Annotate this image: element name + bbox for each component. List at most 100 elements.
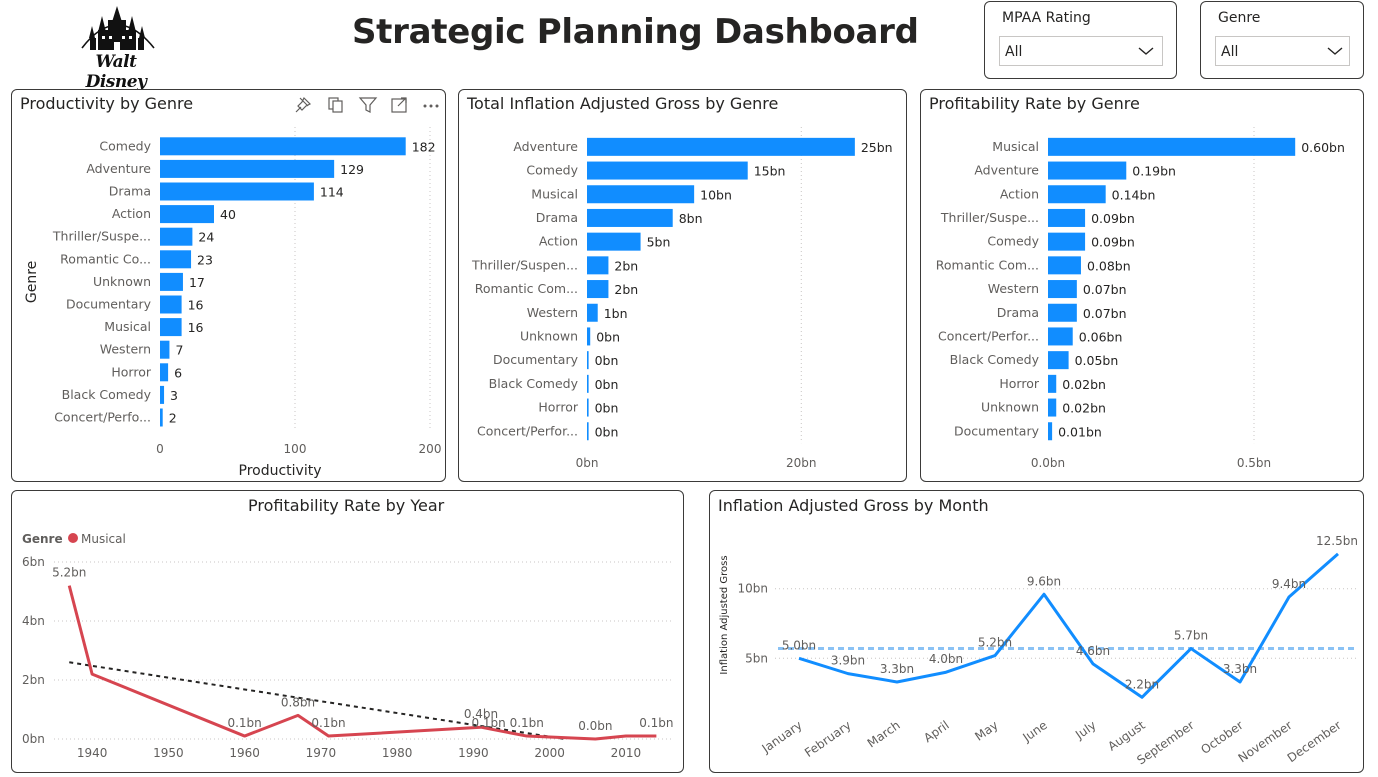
bar [587, 280, 609, 299]
x-tick-label: 20bn [786, 456, 817, 470]
chevron-down-icon [1327, 47, 1343, 55]
data-label: 9.4bn [1272, 577, 1306, 591]
category-label: Comedy [526, 163, 578, 178]
data-label: 0.08bn [1087, 258, 1131, 273]
bar [1048, 232, 1086, 251]
productivity-by-genre-visual[interactable]: Productivity by Genre 0 100 200 Comedy 182 Ad… [11, 89, 446, 482]
bar [160, 408, 163, 427]
slicer-label: Genre [1218, 10, 1261, 26]
data-label: 3.3bn [880, 662, 914, 676]
legend-item: Musical [81, 532, 126, 546]
category-label: Black Comedy [489, 376, 579, 391]
category-label: Documentary [66, 297, 152, 312]
data-label: 24 [198, 230, 214, 245]
bar [587, 256, 609, 275]
filter-icon[interactable] [358, 96, 378, 114]
gross-by-month-visual[interactable]: Inflation Adjusted Gross by Month 5bn 10b… [709, 490, 1364, 773]
profitability-by-year-visual[interactable]: Profitability Rate by Year 0bn 2bn 4bn 6bn 1… [11, 490, 684, 773]
bar [160, 250, 192, 269]
x-tick-label: 1950 [153, 746, 184, 760]
x-tick-label: 1940 [77, 746, 108, 760]
data-label: 25bn [861, 140, 893, 155]
point-label: 0.8bn [281, 695, 315, 709]
genre-dropdown[interactable]: All [1215, 36, 1350, 66]
bar [160, 295, 182, 314]
bar [160, 363, 169, 382]
visual-title: Profitability Rate by Genre [929, 94, 1140, 113]
copy-visual-icon[interactable] [326, 96, 346, 114]
pin-icon[interactable] [294, 96, 314, 114]
category-label: Adventure [513, 139, 578, 154]
data-label: 129 [340, 162, 364, 177]
bar [1048, 280, 1077, 299]
data-label: 2.2bn [1125, 677, 1159, 691]
data-label: 10bn [700, 187, 732, 202]
data-label: 3.3bn [1223, 662, 1257, 676]
category-label: Thriller/Suspe... [52, 229, 151, 244]
gross-month-line-chart: 5bn 10bn Inflation Adjusted Gross 5.0bn 3.9b… [719, 534, 1358, 768]
visual-title: Profitability Rate by Year [248, 496, 445, 515]
bar [587, 208, 673, 227]
data-label: 5.0bn [782, 638, 816, 652]
data-label: 114 [320, 185, 344, 200]
x-tick-label: 0 [156, 442, 164, 456]
point-label: 0.1bn [510, 716, 544, 730]
category-label: Romantic Co... [60, 251, 151, 266]
data-label: 0.19bn [1132, 164, 1176, 179]
x-tick-label: 2010 [611, 746, 642, 760]
x-tick-label: December [1285, 718, 1344, 765]
category-label: Western [988, 281, 1039, 296]
data-label: 2bn [614, 282, 638, 297]
data-label: 9.6bn [1027, 574, 1061, 588]
x-tick-label: 0.0bn [1031, 456, 1065, 470]
gross-by-genre-visual[interactable]: Total Inflation Adjusted Gross by Genre … [458, 89, 907, 482]
category-label: Musical [531, 186, 578, 201]
x-tick-label: 1960 [229, 746, 260, 760]
bar [1048, 256, 1081, 275]
logo-text: Walt Disney [85, 52, 147, 92]
legend-title: Genre [22, 532, 63, 546]
bar [1048, 422, 1053, 441]
y-tick-label: 5bn [745, 651, 768, 665]
bar [1048, 351, 1069, 370]
x-tick-label: 0bn [576, 456, 599, 470]
x-tick-label: April [921, 718, 952, 745]
mpaa-rating-dropdown[interactable]: All [999, 36, 1163, 66]
x-tick-label: June [1019, 718, 1049, 745]
profitability-line-chart: 0bn 2bn 4bn 6bn 1940 1950 1960 1970 1980 1990 2000… [22, 532, 674, 760]
category-label: Thriller/Suspen... [471, 257, 578, 272]
point-label: 0.1bn [311, 716, 345, 730]
visual-title: Productivity by Genre [20, 94, 194, 113]
slicer-mpaa-rating: MPAA Rating All [984, 1, 1177, 79]
bar [160, 137, 406, 156]
bar [1048, 374, 1057, 393]
y-tick-label: 6bn [22, 555, 45, 569]
productivity-bar-chart: 0 100 200 Comedy 182 Adventure 129 Drama 114 Acti… [24, 127, 441, 479]
slicer-label: MPAA Rating [1002, 10, 1091, 26]
chevron-down-icon [1138, 47, 1154, 55]
profitability-by-genre-visual[interactable]: Profitability Rate by Genre 0.0bn 0.5bn Mu… [920, 89, 1364, 482]
legend-marker [68, 533, 78, 543]
x-tick-label: May [972, 718, 1000, 744]
category-label: Comedy [987, 234, 1039, 249]
x-tick-label: November [1236, 718, 1295, 765]
category-label: Action [112, 206, 151, 221]
x-tick-label: March [865, 718, 903, 750]
bar [1048, 185, 1106, 204]
data-label: 17 [189, 275, 205, 290]
x-tick-label: 1970 [306, 746, 337, 760]
bar [1048, 327, 1073, 346]
focus-mode-icon[interactable] [390, 96, 410, 114]
category-label: Adventure [86, 161, 151, 176]
data-label: 3.9bn [831, 654, 865, 668]
bar [160, 205, 214, 224]
data-label: 0bn [595, 401, 619, 416]
bar [1048, 161, 1127, 180]
profitability-bar-chart: 0.0bn 0.5bn Musical 0.60bn Adventure 0.19bn Ac… [936, 127, 1345, 470]
category-label: Concert/Perfor... [938, 328, 1039, 343]
category-label: Drama [109, 184, 151, 199]
more-options-icon[interactable] [422, 96, 442, 114]
bar [1048, 137, 1296, 156]
data-label: 0.07bn [1083, 282, 1127, 297]
data-label: 5.7bn [1174, 629, 1208, 643]
